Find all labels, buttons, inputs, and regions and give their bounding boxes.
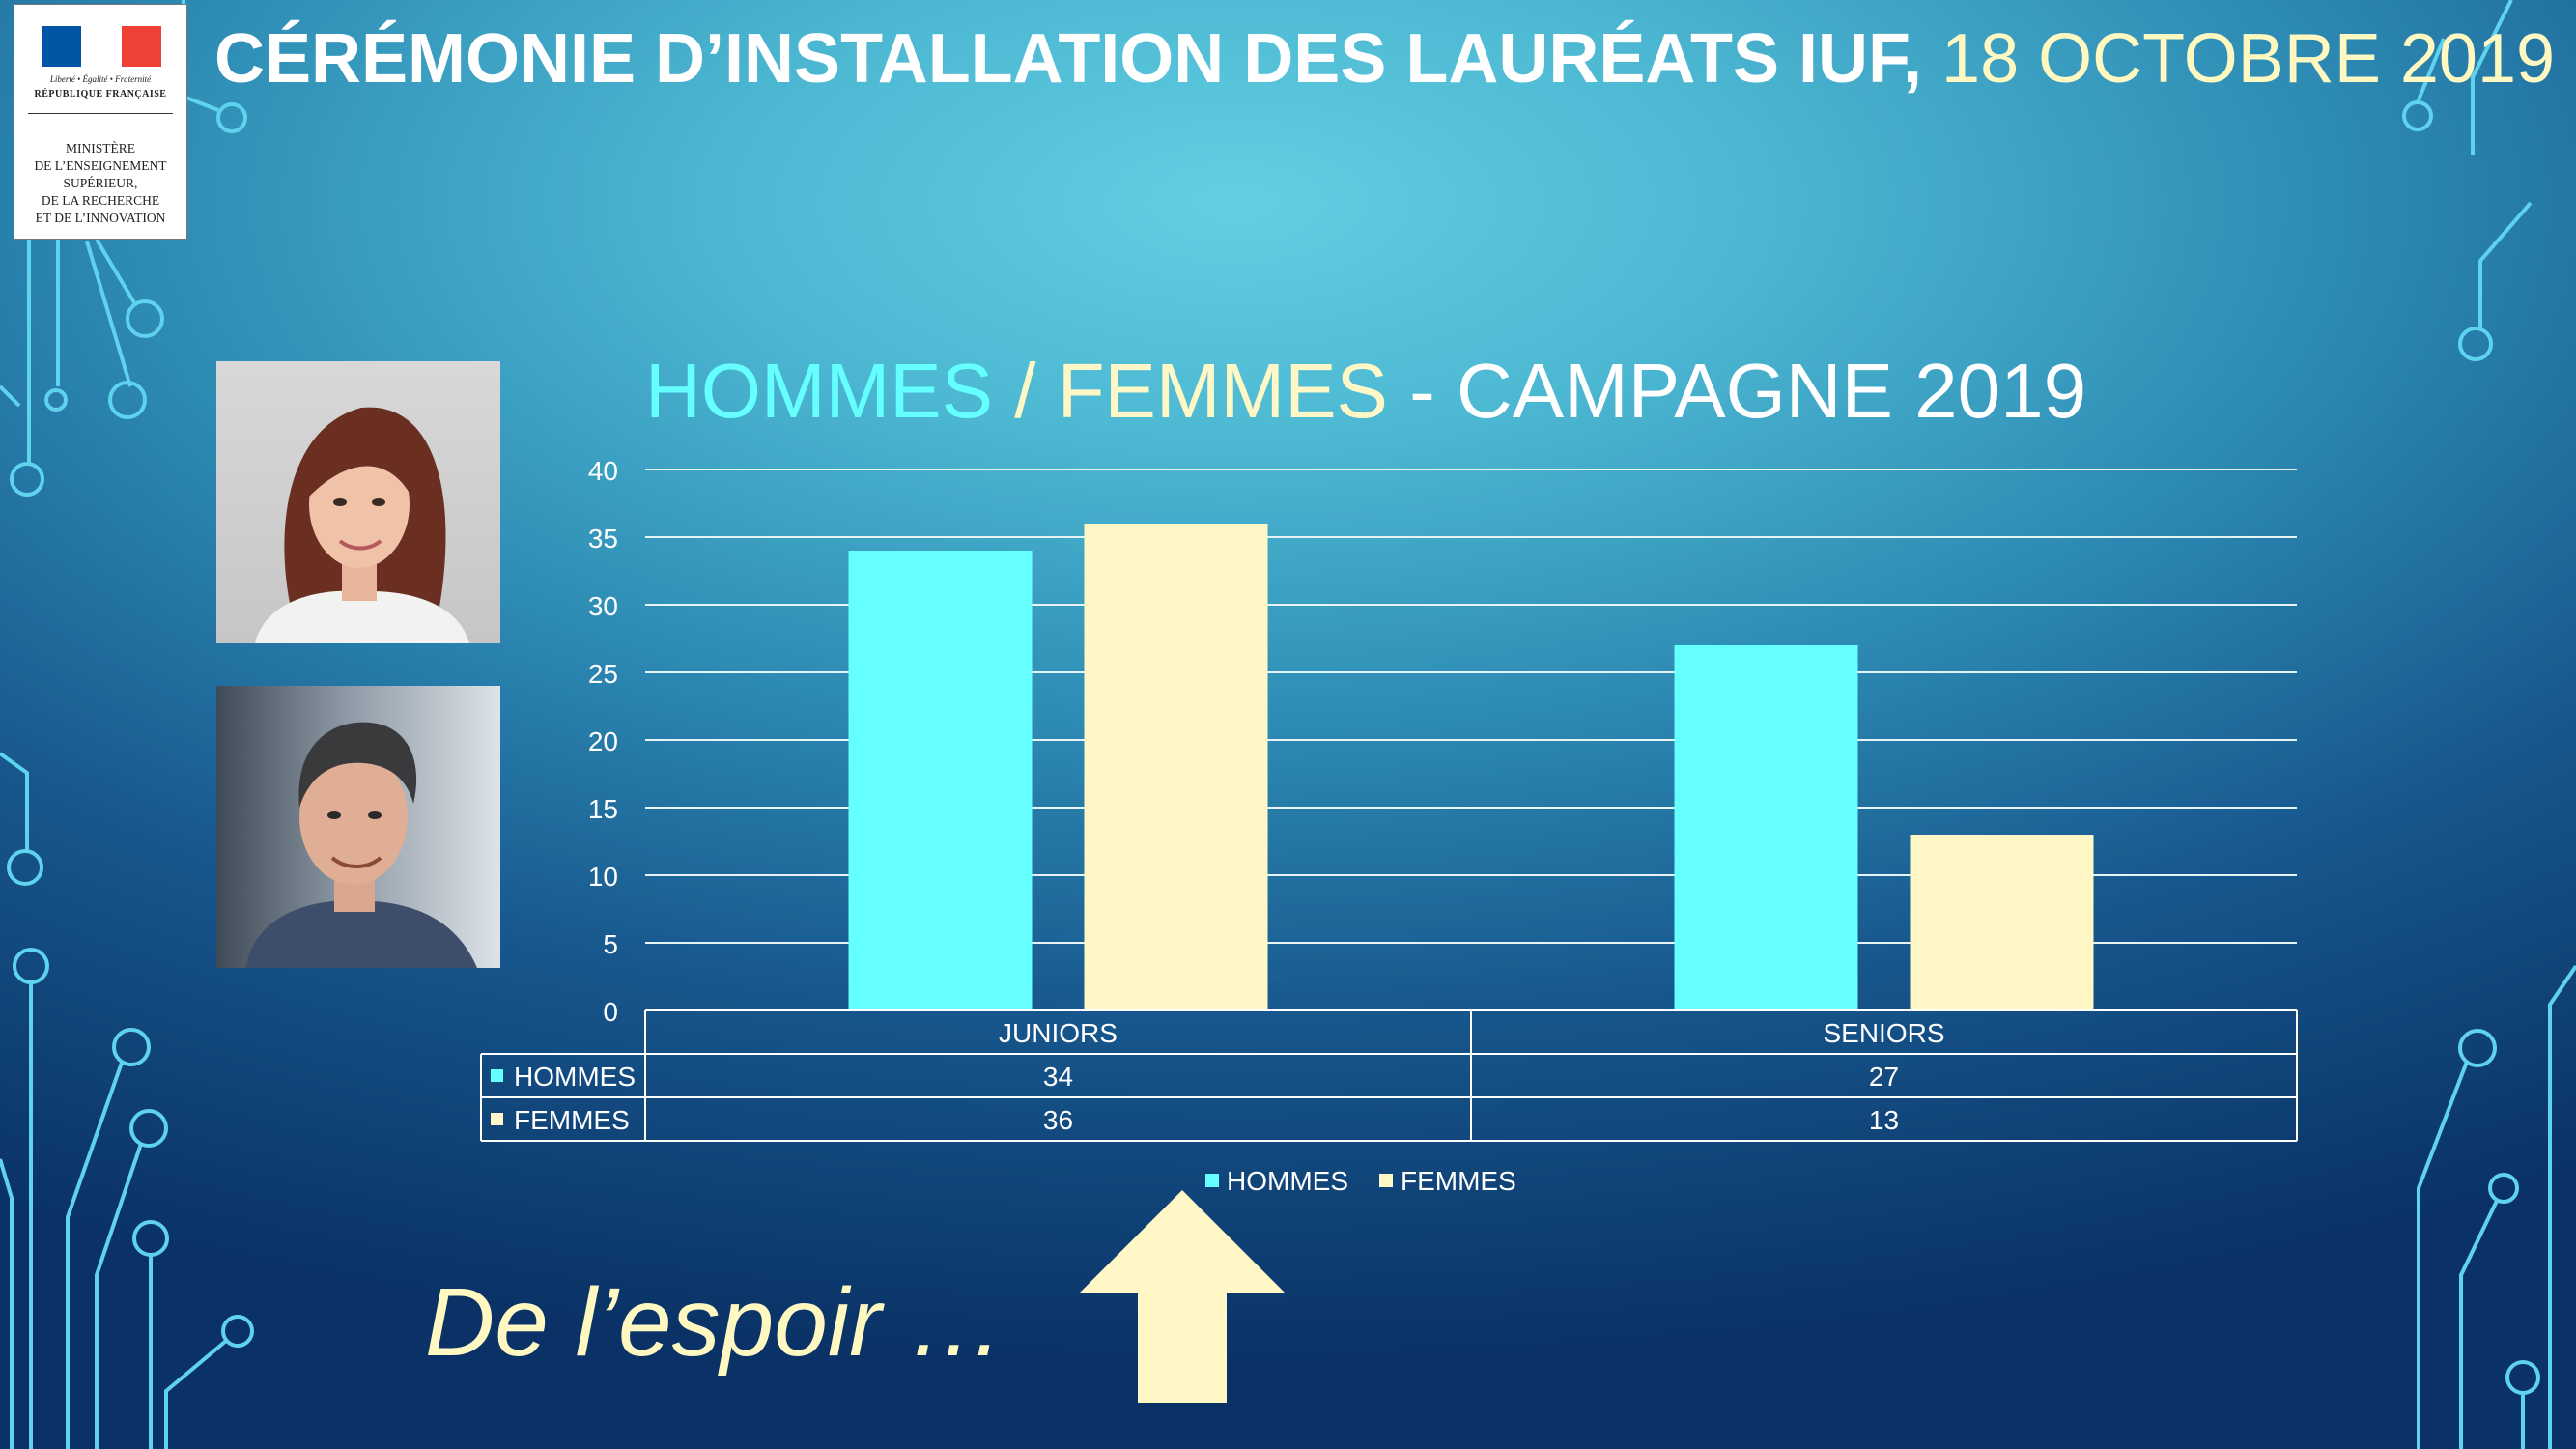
legend-key-femmes [1379, 1174, 1393, 1187]
data-label: 36 [1043, 1105, 1073, 1135]
logo-divider [28, 113, 173, 114]
chart-title-campaign: - CAMPAGNE 2019 [1388, 348, 2086, 434]
y-tick-label: 5 [603, 929, 618, 959]
table-key-femmes [491, 1113, 503, 1125]
y-tick-label: 30 [588, 591, 618, 621]
woman-portrait-illustration [255, 407, 469, 643]
flag-white-band [81, 26, 122, 67]
legend-label: HOMMES [1227, 1166, 1348, 1196]
category-label: SENIORS [1823, 1018, 1944, 1048]
title-main: CÉRÉMONIE D’INSTALLATION DES LAURÉATS IU… [214, 20, 1923, 98]
y-tick-label: 40 [588, 456, 618, 486]
legend-label: FEMMES [1401, 1166, 1516, 1196]
legend-key-hommes [1205, 1174, 1219, 1187]
bar-hommes-seniors [1674, 645, 1858, 1010]
chart-title-slash: / [993, 348, 1058, 434]
y-tick-label: 35 [588, 524, 618, 554]
french-flag-icon [42, 26, 161, 67]
data-label: 34 [1043, 1062, 1073, 1092]
bar-hommes-juniors [848, 551, 1033, 1010]
table-series-label: HOMMES [514, 1062, 636, 1092]
y-tick-label: 25 [588, 659, 618, 689]
flag-red-band [121, 26, 161, 67]
chart-bars [848, 524, 2094, 1010]
data-label: 13 [1869, 1105, 1899, 1135]
chart-legend: HOMMES FEMMES [1205, 1166, 1516, 1196]
category-label: JUNIORS [999, 1018, 1118, 1048]
y-tick-label: 20 [588, 726, 618, 756]
page-title: CÉRÉMONIE D’INSTALLATION DES LAURÉATS IU… [214, 19, 2562, 99]
logo-republic: RÉPUBLIQUE FRANÇAISE [34, 89, 167, 99]
table-key-hommes [491, 1069, 503, 1082]
slogan-text: De l’espoir … [425, 1268, 1005, 1377]
logo-ministry: MINISTÈRE DE L’ENSEIGNEMENT SUPÉRIEUR, D… [34, 141, 167, 225]
bar-femmes-juniors [1084, 524, 1268, 1010]
flag-blue-band [42, 26, 82, 67]
chart-title-femmes: FEMMES [1058, 348, 1388, 434]
data-table: JUNIORS SENIORS HOMMES 34 27 FEMMES 36 13 [480, 1009, 2298, 1142]
bar-femmes-seniors [1910, 835, 2094, 1010]
man-portrait [216, 686, 500, 968]
up-arrow-icon [1080, 1190, 1285, 1403]
table-series-label: FEMMES [514, 1105, 630, 1135]
woman-portrait [216, 361, 500, 643]
chart-title: HOMMES / FEMMES - CAMPAGNE 2019 [645, 348, 2086, 434]
title-date: 18 OCTOBRE 2019 [1941, 20, 2556, 98]
logo-motto: Liberté • Égalité • Fraternité [49, 74, 152, 84]
chart-title-hommes: HOMMES [645, 348, 993, 434]
y-tick-label: 10 [588, 862, 618, 892]
y-tick-label: 15 [588, 794, 618, 824]
y-axis: 0 5 10 15 20 25 30 35 40 [588, 456, 618, 1027]
man-portrait-illustration [245, 722, 477, 968]
data-label: 27 [1869, 1062, 1899, 1092]
y-tick-label: 0 [603, 997, 618, 1027]
ministry-logo: Liberté • Égalité • Fraternité RÉPUBLIQU… [14, 4, 187, 240]
